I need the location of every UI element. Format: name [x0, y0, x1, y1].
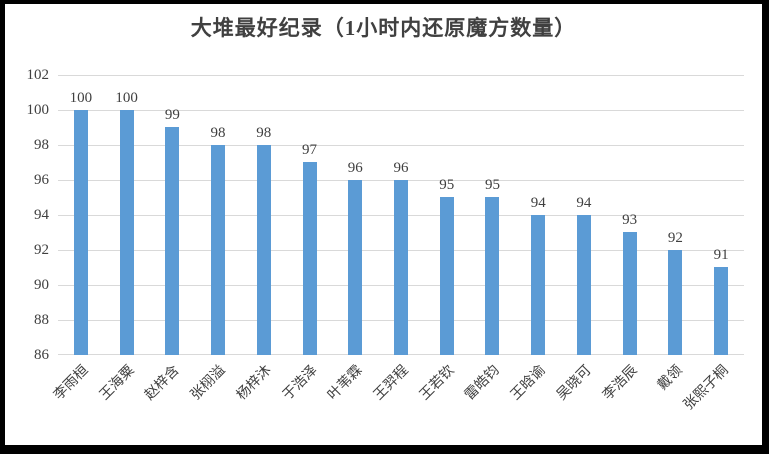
bar-slot: 98: [195, 75, 241, 355]
y-tick-label: 102: [26, 67, 50, 83]
bar-value-label: 93: [622, 212, 638, 228]
bar-value-label: 94: [530, 195, 546, 211]
bar-slot: 94: [561, 75, 607, 355]
bar-value-label: 100: [115, 90, 138, 106]
bar: [393, 180, 408, 355]
bar-slot: 95: [470, 75, 516, 355]
bar-value-label: 98: [210, 125, 226, 141]
y-tick-label: 96: [34, 172, 49, 188]
bar-slot: 91: [698, 75, 744, 355]
bar-value-label: 96: [393, 160, 409, 176]
bar-slot: 97: [287, 75, 333, 355]
bar-slot: 100: [58, 75, 104, 355]
x-label-slot: 王晗谕: [508, 355, 561, 445]
x-label-slot: 于浩泽: [280, 355, 333, 445]
x-label-slot: 王羿程: [371, 355, 424, 445]
y-tick-label: 94: [34, 207, 49, 223]
bar-value-label: 99: [164, 107, 180, 123]
bar: [714, 267, 729, 355]
x-category-label: 叶苇霖: [325, 363, 366, 404]
x-label-slot: 杨梓沐: [234, 355, 287, 445]
gridline: [58, 75, 744, 76]
x-label-slot: 李浩辰: [600, 355, 653, 445]
chart-title: 大堆最好纪录（1小时内还原魔方数量）: [190, 16, 577, 40]
x-label-slot: 王若钦: [417, 355, 470, 445]
bar-slot: 92: [653, 75, 699, 355]
bar: [668, 250, 683, 355]
x-category-label: 吴晓可: [554, 363, 595, 404]
x-category-label: 王海粟: [96, 363, 138, 404]
x-category-label: 李雨桓: [51, 363, 92, 404]
x-category-label: 王羿程: [371, 363, 412, 404]
bar-value-label: 91: [713, 247, 729, 263]
bar-value-label: 94: [576, 195, 592, 211]
x-category-label: 戴领: [655, 363, 686, 394]
x-category-label: 雷皓钧: [462, 363, 504, 404]
x-category-label: 于浩泽: [279, 363, 321, 404]
bar-value-label: 97: [302, 142, 318, 158]
bar: [256, 145, 271, 355]
x-label-slot: 李雨桓: [51, 355, 104, 445]
x-category-label: 王晗谕: [508, 363, 549, 404]
plot-area: 86 88 90 92 94 96 98 100 102 100 100 99 98 98 97 96 96 9…: [27, 67, 744, 413]
bar: [531, 215, 546, 355]
bar: [439, 197, 454, 355]
x-category-label: 赵梓含: [142, 363, 183, 404]
bar: [348, 180, 363, 355]
y-tick-label: 100: [26, 102, 50, 118]
x-label-slot: 雷皓钧: [463, 355, 516, 445]
bar-slot: 95: [424, 75, 470, 355]
x-label-slot: 张栩溢: [188, 355, 241, 445]
bar-series: 100 100 99 98 98 97 96 96 95 95 94 94 93 92 91: [58, 75, 744, 355]
bar-value-label: 100: [69, 90, 93, 106]
x-label-slot: 王海粟: [97, 355, 150, 445]
y-tick-label: 88: [34, 312, 49, 328]
x-axis-labels: 李雨桓 王海粟 赵梓含 张栩溢 杨梓沐 于浩泽 叶苇霖 王羿程 王若钦 雷皓钧 王晗谕 吴晓可 李浩辰戴…: [51, 355, 744, 445]
bar-value-label: 95: [484, 177, 500, 193]
x-label-slot: 叶苇霖: [326, 355, 378, 445]
y-tick-label: 92: [34, 242, 49, 258]
bar: [73, 110, 88, 355]
x-label-slot: 吴晓可: [554, 355, 607, 445]
bar: [302, 162, 317, 355]
x-category-label: 王若钦: [417, 363, 458, 404]
x-label-slot: 张熙子桐: [682, 355, 744, 445]
bar-value-label: 92: [667, 230, 683, 246]
bar-slot: 96: [332, 75, 378, 355]
bar: [165, 127, 180, 355]
y-tick-label: 98: [34, 137, 49, 153]
bar-slot: 98: [241, 75, 287, 355]
bar: [485, 197, 500, 355]
bar: [211, 145, 226, 355]
x-category-label: 李浩辰: [599, 363, 641, 404]
bar-value-label: 95: [439, 177, 455, 193]
bar: [119, 110, 134, 355]
y-tick-label: 86: [34, 347, 49, 363]
bar-slot: 93: [607, 75, 653, 355]
y-tick-label: 90: [34, 277, 49, 293]
x-label-slot: 赵梓含: [143, 355, 195, 445]
bar: [576, 215, 591, 355]
bar-value-label: 98: [256, 125, 272, 141]
bar-slot: 99: [149, 75, 195, 355]
bar-value-label: 96: [347, 160, 363, 176]
x-category-label: 张栩溢: [188, 363, 229, 404]
bar-slot: 96: [378, 75, 424, 355]
bar-slot: 94: [515, 75, 561, 355]
y-axis: 86 88 90 92 94 96 98 100 102: [7, 67, 50, 363]
bar: [622, 232, 637, 355]
gridline: [58, 110, 744, 111]
x-category-label: 杨梓沐: [234, 363, 275, 404]
gridline: [58, 145, 744, 146]
bar-slot: 100: [104, 75, 150, 355]
